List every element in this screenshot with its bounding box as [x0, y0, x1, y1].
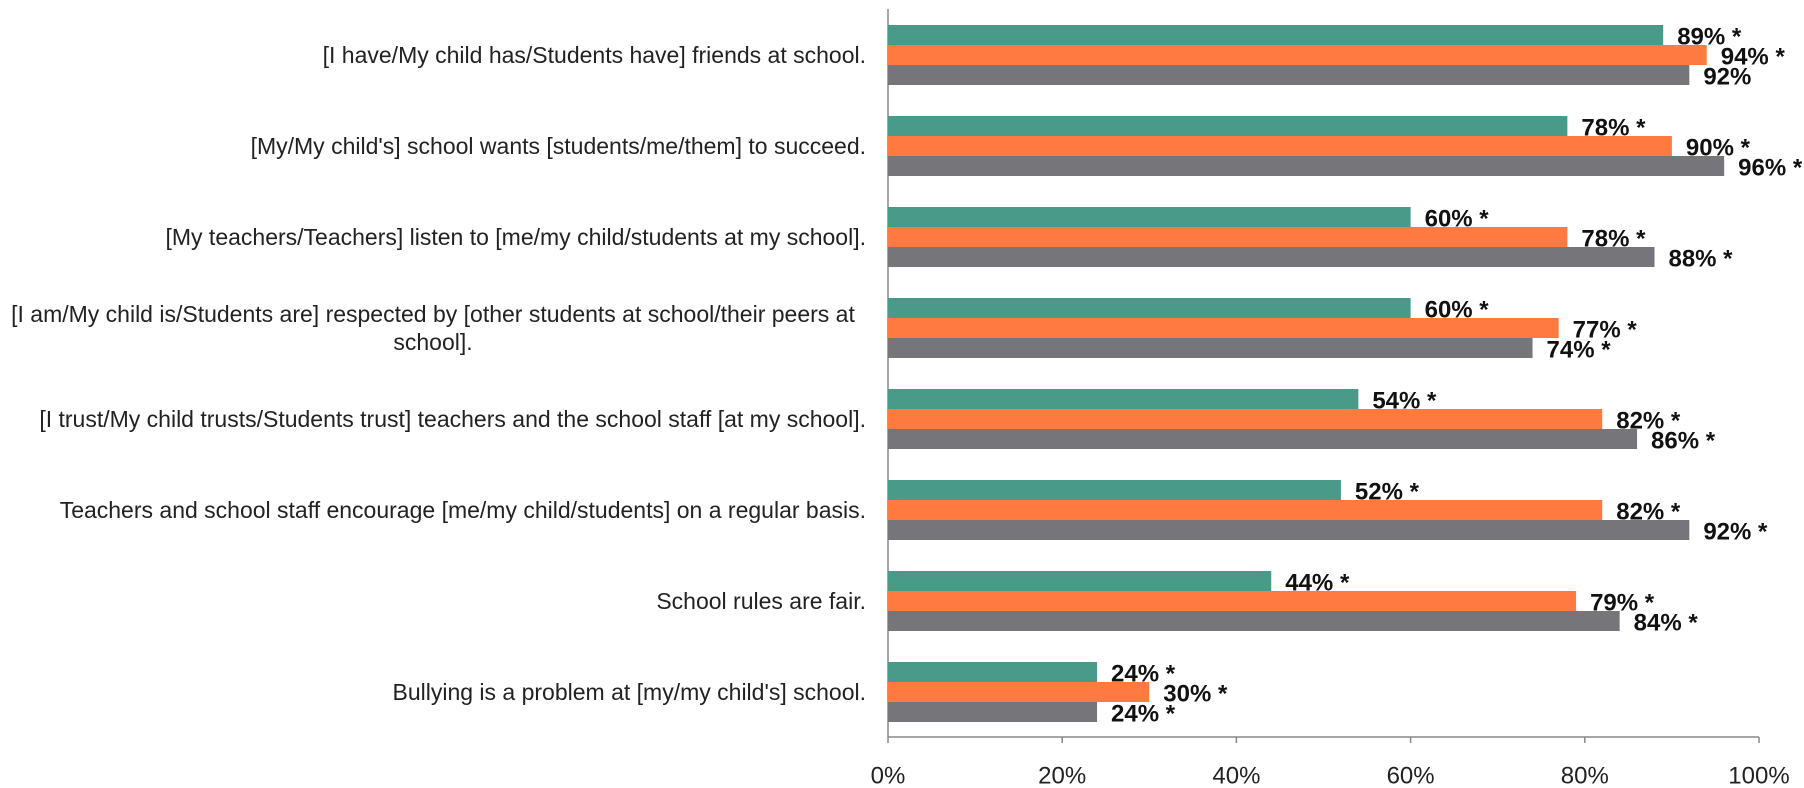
category-label-box: Teachers and school staff encourage [me/…: [0, 464, 866, 555]
category-label: School rules are fair.: [656, 587, 866, 614]
value-label: 92%: [1703, 63, 1751, 90]
x-tick-label: 100%: [1728, 762, 1789, 788]
bar: [888, 591, 1577, 611]
value-label: 88% *: [1668, 245, 1733, 272]
value-label: 44% *: [1285, 569, 1350, 596]
bar: [888, 116, 1568, 136]
bar: [888, 298, 1411, 318]
bar: [888, 45, 1707, 65]
category-label: [I have/My child has/Students have] frie…: [322, 41, 866, 68]
bar: [888, 611, 1620, 631]
bar: [888, 389, 1359, 409]
value-label: 94% *: [1721, 43, 1786, 70]
value-label: 52% *: [1355, 478, 1420, 505]
bar: [888, 247, 1655, 267]
value-label: 74% *: [1547, 336, 1612, 363]
x-tick-label: 80%: [1561, 762, 1609, 788]
category-label: [I trust/My child trusts/Students trust]…: [39, 405, 866, 432]
category-label-box: [I am/My child is/Students are] respecte…: [0, 282, 866, 373]
category-label-box: [My/My child's] school wants [students/m…: [0, 100, 866, 191]
value-label: 79% *: [1590, 589, 1655, 616]
bar: [888, 136, 1672, 156]
bar: [888, 409, 1603, 429]
value-label: 78% *: [1581, 114, 1646, 141]
value-label: 82% *: [1616, 407, 1681, 434]
bar: [888, 207, 1411, 227]
bar: [888, 662, 1098, 682]
value-label: 54% *: [1372, 387, 1437, 414]
category-label-box: [I have/My child has/Students have] frie…: [0, 9, 866, 100]
category-label-box: School rules are fair.: [0, 555, 866, 646]
bar: [888, 65, 1690, 85]
category-label: [I am/My child is/Students are] respecte…: [11, 300, 855, 355]
value-label: 24% *: [1111, 660, 1176, 687]
value-label: 84% *: [1634, 609, 1699, 636]
value-label: 30% *: [1163, 680, 1228, 707]
bar: [888, 571, 1272, 591]
x-tick-label: 0%: [871, 762, 906, 788]
bar: [888, 227, 1568, 247]
value-label: 60% *: [1425, 205, 1490, 232]
value-label: 60% *: [1425, 296, 1490, 323]
value-label: 89% *: [1677, 23, 1742, 50]
category-label: Bullying is a problem at [my/my child's]…: [392, 678, 866, 705]
value-label: 92% *: [1703, 518, 1768, 545]
category-label: Teachers and school staff encourage [me/…: [59, 496, 866, 523]
category-label: [My teachers/Teachers] listen to [me/my …: [165, 223, 866, 250]
category-label-box: [I trust/My child trusts/Students trust]…: [0, 373, 866, 464]
value-label: 90% *: [1686, 134, 1751, 161]
value-label: 77% *: [1573, 316, 1638, 343]
value-label: 86% *: [1651, 427, 1716, 454]
bar: [888, 500, 1603, 520]
value-label: 96% *: [1738, 154, 1803, 181]
x-tick-label: 20%: [1038, 762, 1086, 788]
bar: [888, 25, 1664, 45]
value-label: 24% *: [1111, 700, 1176, 727]
category-label: [My/My child's] school wants [students/m…: [250, 132, 866, 159]
value-label: 78% *: [1581, 225, 1646, 252]
bar: [888, 682, 1150, 702]
bar: [888, 702, 1098, 722]
bar: [888, 156, 1725, 176]
category-label-box: [My teachers/Teachers] listen to [me/my …: [0, 191, 866, 282]
value-label: 82% *: [1616, 498, 1681, 525]
x-tick-label: 60%: [1387, 762, 1435, 788]
x-tick-label: 40%: [1212, 762, 1260, 788]
bar: [888, 338, 1533, 358]
bar: [888, 429, 1638, 449]
bar: [888, 480, 1341, 500]
bar: [888, 520, 1690, 540]
category-label-box: Bullying is a problem at [my/my child's]…: [0, 646, 866, 737]
bar: [888, 318, 1559, 338]
